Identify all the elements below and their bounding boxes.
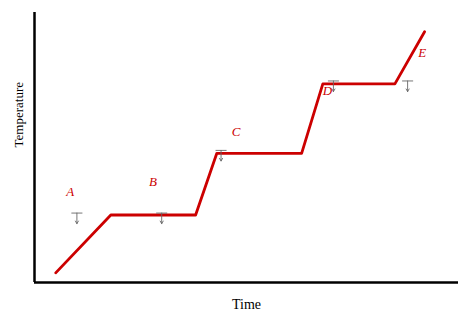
svg-text:E: E [417, 45, 426, 60]
svg-text:Temperature: Temperature [11, 82, 26, 148]
svg-text:B: B [149, 174, 157, 189]
svg-text:A: A [65, 184, 74, 199]
svg-text:Time: Time [232, 297, 261, 312]
svg-text:C: C [232, 124, 241, 139]
svg-text:D: D [322, 83, 333, 98]
